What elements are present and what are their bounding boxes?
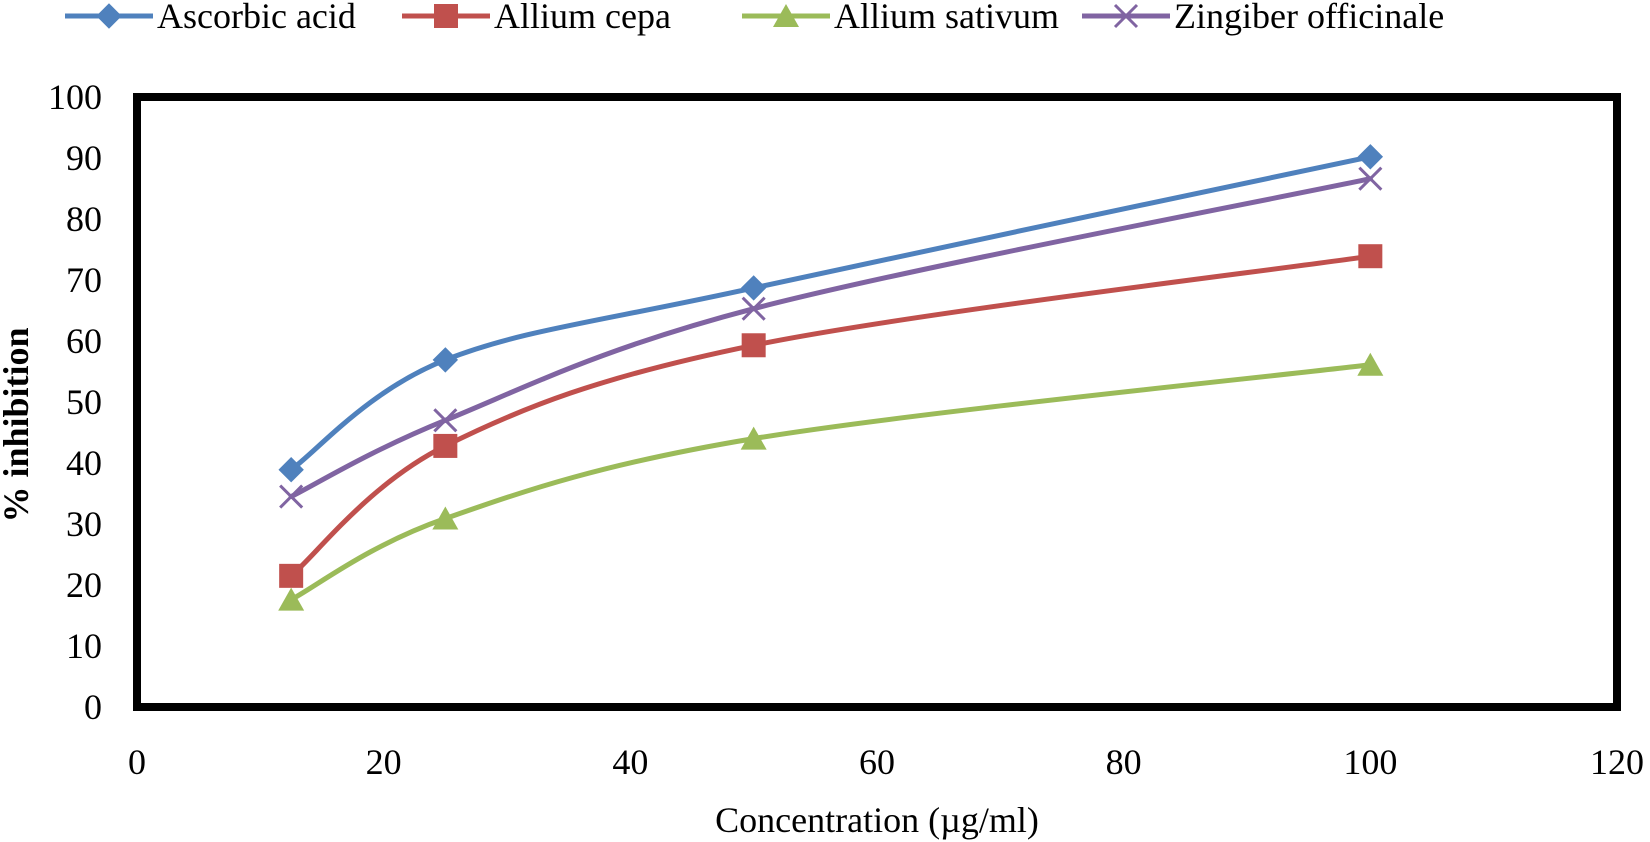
data-point-square (433, 433, 458, 458)
y-tick-label: 10 (66, 626, 102, 666)
data-point-triangle (432, 506, 459, 530)
legend-marker-x (1113, 3, 1139, 29)
legend-label: Allium cepa (494, 0, 671, 36)
y-tick-label: 90 (66, 138, 102, 178)
y-tick-label: 0 (84, 687, 102, 727)
data-point-square (1358, 244, 1383, 269)
data-point-diamond (278, 457, 304, 483)
series-line (288, 176, 1373, 500)
data-point-x (433, 408, 458, 433)
data-point-x (1358, 166, 1383, 191)
x-tick-label: 80 (1106, 742, 1142, 782)
y-tick-label: 80 (66, 199, 102, 239)
legend-marker-triangle (773, 4, 799, 27)
x-tick-label: 0 (128, 742, 146, 782)
x-tick-label: 120 (1590, 742, 1644, 782)
series-allium-sativum (278, 352, 1384, 611)
x-tick-label: 40 (612, 742, 648, 782)
data-point-x (741, 296, 766, 321)
y-tick-label: 100 (48, 77, 102, 117)
data-point-square (741, 333, 766, 358)
y-tick-label: 50 (66, 382, 102, 422)
data-point-triangle (1357, 352, 1384, 376)
y-axis-title: % inhibition (0, 327, 36, 522)
data-point-diamond (432, 347, 459, 373)
series-line (288, 154, 1373, 473)
y-tick-label: 20 (66, 565, 102, 605)
y-axis-ticks: 0 10 20 30 40 50 60 70 80 90 100 (48, 77, 102, 727)
legend-label: Allium sativum (834, 0, 1059, 36)
x-tick-label: 60 (859, 742, 895, 782)
y-tick-label: 40 (66, 443, 102, 483)
data-point-diamond (1357, 144, 1384, 170)
data-point-x (279, 484, 304, 509)
legend-item: Allium cepa (402, 0, 671, 36)
series-layer (278, 144, 1384, 611)
legend-item: Allium sativum (742, 0, 1059, 36)
legend-marker-diamond (96, 3, 122, 29)
x-axis-ticks: 0 20 40 60 80 100 120 (128, 742, 1644, 782)
y-tick-label: 60 (66, 321, 102, 361)
legend-marker-square (434, 4, 458, 28)
series-line (288, 362, 1373, 603)
data-point-diamond (740, 275, 767, 301)
series-line (288, 253, 1373, 579)
legend-label: Zingiber officinale (1174, 0, 1444, 36)
data-point-triangle (278, 587, 305, 611)
y-tick-label: 30 (66, 504, 102, 544)
legend-item: Ascorbic acid (65, 0, 356, 36)
x-axis-title: Concentration (µg/ml) (715, 800, 1039, 840)
data-point-square (279, 563, 304, 588)
x-tick-label: 100 (1343, 742, 1397, 782)
y-tick-label: 70 (66, 260, 102, 300)
series-zingiber-officinale (279, 166, 1383, 509)
plot-area-frame (133, 93, 1621, 711)
series-ascorbic-acid (278, 144, 1384, 483)
legend-label: Ascorbic acid (157, 0, 356, 36)
legend-item: Zingiber officinale (1082, 0, 1444, 36)
series-allium-cepa (279, 244, 1383, 588)
x-tick-label: 20 (366, 742, 402, 782)
legend: Ascorbic acid Allium cepa Allium sativum Zi… (65, 0, 1444, 36)
data-point-triangle (740, 426, 767, 450)
